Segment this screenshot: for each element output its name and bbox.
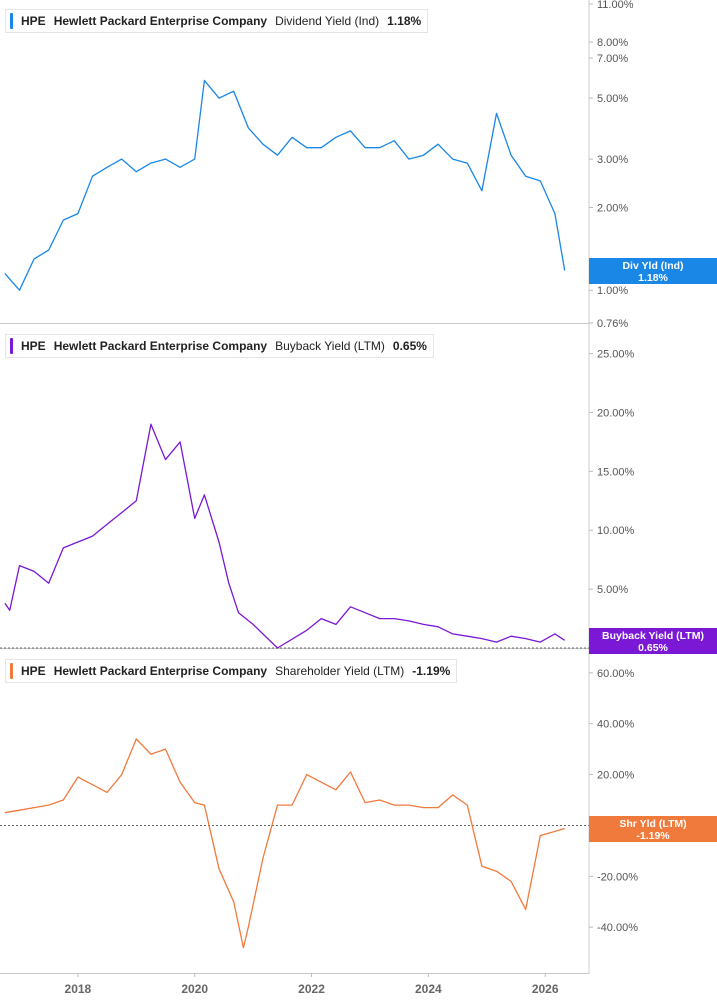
flag-value: 0.65% [638, 642, 668, 654]
legend-ticker: HPE [21, 339, 46, 353]
y-tick-label: 2.00% [597, 202, 628, 214]
last-value-flag-shareholder: Shr Yld (LTM) -1.19% [589, 816, 717, 842]
y-tick-label: 40.00% [597, 719, 635, 731]
legend-metric: Buyback Yield (LTM) [275, 339, 385, 353]
flag-value: -1.19% [636, 830, 670, 842]
legend-value: 0.65% [392, 339, 427, 353]
legend-shareholder-yield[interactable]: HPE Hewlett Packard Enterprise Company S… [5, 659, 458, 683]
y-tick-label: 5.00% [597, 584, 628, 596]
series-swatch-buyback [10, 338, 13, 354]
x-tick-label: 2020 [181, 982, 208, 996]
y-tick-label: 20.00% [597, 407, 635, 419]
y-tick-label: -40.00% [597, 922, 638, 934]
series-line-dividend [4, 79, 566, 291]
y-tick-label: -20.00% [597, 871, 638, 883]
y-tick-label: 15.00% [597, 466, 635, 478]
legend-value: -1.19% [412, 664, 451, 678]
y-tick-label: 10.00% [597, 525, 635, 537]
flag-label: Div Yld (Ind) [622, 260, 684, 272]
last-value-flag-dividend: Div Yld (Ind) 1.18% [589, 258, 717, 284]
flag-label: Shr Yld (LTM) [619, 818, 687, 830]
legend-metric: Dividend Yield (Ind) [275, 14, 380, 28]
y-tick-label: 3.00% [597, 154, 628, 166]
legend-company: Hewlett Packard Enterprise Company [53, 339, 268, 353]
series-swatch-shareholder [10, 663, 13, 679]
legend-ticker: HPE [21, 14, 46, 28]
legend-ticker: HPE [21, 664, 46, 678]
x-tick-label: 2026 [532, 982, 559, 996]
y-tick-label: 0.76% [597, 318, 628, 330]
y-tick-label: 20.00% [597, 770, 635, 782]
x-tick-label: 2018 [65, 982, 92, 996]
legend-dividend-yield[interactable]: HPE Hewlett Packard Enterprise Company D… [5, 9, 429, 33]
y-tick-label: 7.00% [597, 53, 628, 65]
y-tick-label: 11.00% [597, 0, 634, 11]
x-tick-label: 2024 [415, 982, 442, 996]
y-tick-label: 8.00% [597, 37, 628, 49]
legend-value: 1.18% [387, 14, 422, 28]
y-tick-label: 1.00% [597, 285, 628, 297]
series-line-shareholder [4, 738, 565, 949]
series-line-buyback [4, 423, 566, 649]
flag-value: 1.18% [638, 272, 668, 284]
legend-company: Hewlett Packard Enterprise Company [53, 14, 268, 28]
series-swatch-dividend [10, 13, 13, 29]
legend-metric: Shareholder Yield (LTM) [275, 664, 405, 678]
last-value-flag-buyback: Buyback Yield (LTM) 0.65% [589, 628, 717, 654]
y-tick-label: 5.00% [597, 93, 628, 105]
y-tick-label: 60.00% [597, 668, 635, 680]
legend-company: Hewlett Packard Enterprise Company [53, 664, 268, 678]
flag-label: Buyback Yield (LTM) [602, 630, 704, 642]
x-tick-label: 2022 [298, 982, 325, 996]
legend-buyback-yield[interactable]: HPE Hewlett Packard Enterprise Company B… [5, 334, 434, 358]
y-tick-label: 25.00% [597, 349, 635, 361]
